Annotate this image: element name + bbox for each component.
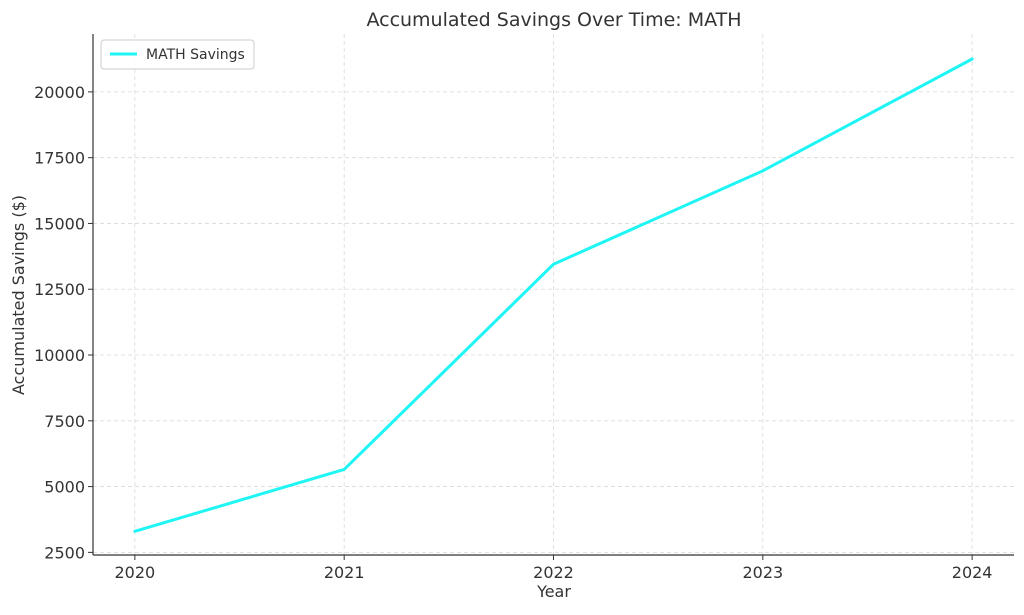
legend-label-math-savings: MATH Savings bbox=[146, 47, 245, 63]
grid bbox=[93, 34, 1014, 555]
y-tick-label: 2500 bbox=[44, 543, 85, 562]
legend: MATH Savings bbox=[101, 40, 254, 69]
x-tick-label: 2024 bbox=[952, 563, 993, 582]
x-tick-label: 2020 bbox=[115, 563, 156, 582]
x-tick-label: 2022 bbox=[533, 563, 574, 582]
y-tick-label: 20000 bbox=[34, 83, 85, 102]
y-tick-label: 5000 bbox=[44, 478, 85, 497]
x-tick-label: 2023 bbox=[742, 563, 783, 582]
y-axis-title: Accumulated Savings ($) bbox=[9, 195, 28, 395]
y-tick-label: 17500 bbox=[34, 149, 85, 168]
y-tick-label: 15000 bbox=[34, 214, 85, 233]
y-tick-label: 10000 bbox=[34, 346, 85, 365]
x-tick-label: 2021 bbox=[324, 563, 365, 582]
chart-title: Accumulated Savings Over Time: MATH bbox=[366, 9, 741, 31]
x-axis-title: Year bbox=[536, 582, 571, 601]
y-tick-label: 7500 bbox=[44, 412, 85, 431]
y-tick-label: 12500 bbox=[34, 280, 85, 299]
